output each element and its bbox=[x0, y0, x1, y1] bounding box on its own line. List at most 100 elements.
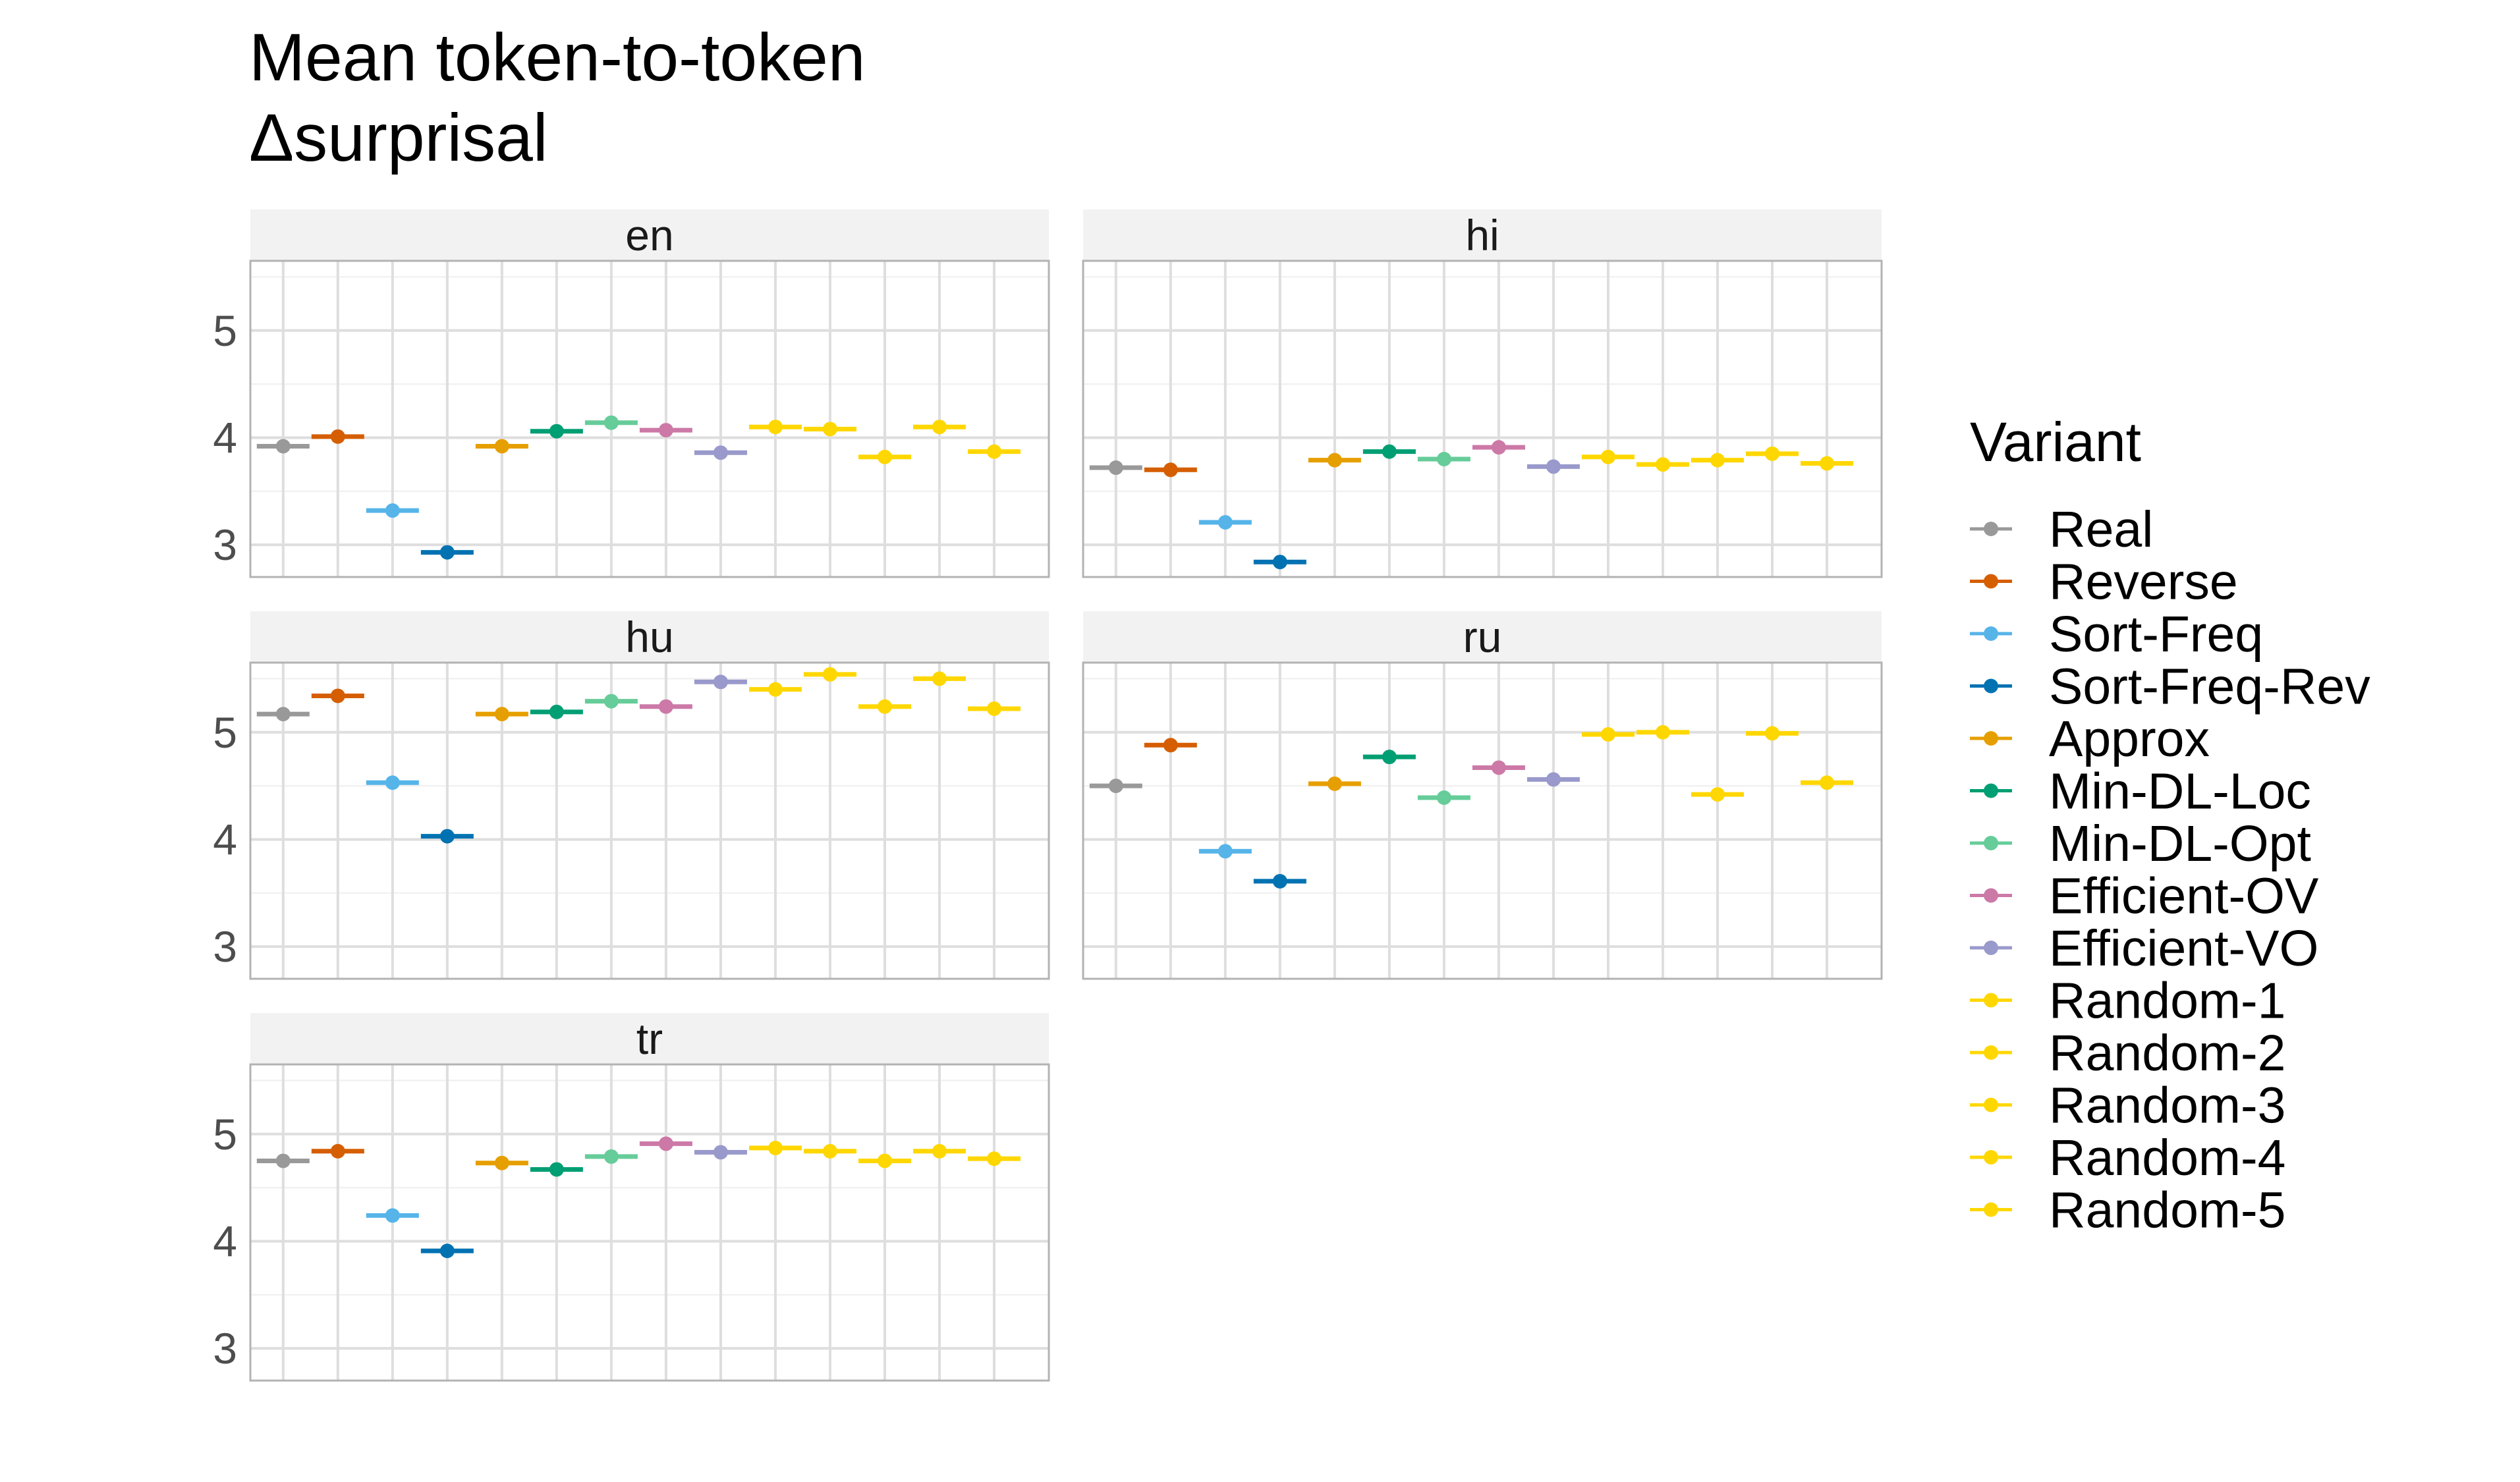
facet-label: hi bbox=[1465, 211, 1499, 260]
point-sort-freq bbox=[385, 503, 400, 518]
point-efficient-vo bbox=[713, 674, 728, 690]
point-approx bbox=[1327, 776, 1342, 791]
point-random-4 bbox=[1764, 446, 1779, 461]
legend-label: Real bbox=[2049, 501, 2153, 558]
point-random-3 bbox=[877, 699, 892, 714]
panel-ru: ru bbox=[1082, 611, 1883, 980]
panel-border bbox=[1082, 260, 1883, 578]
legend-key-point bbox=[1984, 836, 1998, 850]
panel-en: en 3 4 5 bbox=[213, 209, 1050, 578]
facet-label: ru bbox=[1463, 613, 1502, 661]
point-min-dl-opt bbox=[603, 415, 619, 430]
legend-item: Random-1 bbox=[1970, 973, 2286, 1029]
legend-key-point bbox=[1984, 626, 1998, 641]
point-real bbox=[1108, 779, 1123, 794]
point-approx bbox=[1327, 453, 1342, 468]
point-random-4 bbox=[932, 1143, 947, 1159]
facet-panels: en 3 4 5 hi hu 3 4 5 ru tr 3 4 5 bbox=[213, 209, 1883, 1382]
legend-item: Random-4 bbox=[1970, 1130, 2286, 1186]
point-random-5 bbox=[986, 444, 1001, 459]
point-efficient-vo bbox=[1546, 772, 1561, 787]
legend-label: Min-DL-Loc bbox=[2049, 763, 2311, 820]
legend: Variant RealReverseSort-FreqSort-Freq-Rev… bbox=[1970, 411, 2370, 1239]
point-efficient-ov bbox=[658, 423, 673, 438]
point-random-5 bbox=[1819, 456, 1834, 471]
legend-label: Reverse bbox=[2049, 554, 2238, 611]
panel-border bbox=[249, 1063, 1050, 1382]
legend-label: Sort-Freq bbox=[2049, 606, 2263, 663]
legend-item: Sort-Freq-Rev bbox=[1970, 659, 2370, 715]
legend-key-point bbox=[1984, 678, 1998, 694]
y-tick-label: 5 bbox=[213, 306, 237, 355]
panel-hi: hi bbox=[1082, 209, 1883, 578]
point-sort-freq-rev bbox=[439, 1244, 455, 1259]
point-real bbox=[275, 1153, 291, 1168]
point-min-dl-opt bbox=[1436, 452, 1451, 467]
point-sort-freq bbox=[1218, 515, 1233, 530]
legend-label: Min-DL-Opt bbox=[2049, 815, 2311, 872]
legend-item: Efficient-OV bbox=[1970, 868, 2319, 925]
point-random-1 bbox=[768, 682, 783, 697]
legend-key-point bbox=[1984, 1045, 1998, 1060]
point-reverse bbox=[330, 1143, 345, 1159]
panel-background bbox=[250, 1064, 1049, 1381]
y-tick-label: 3 bbox=[213, 1324, 237, 1373]
point-random-2 bbox=[1655, 457, 1670, 472]
legend-label: Random-3 bbox=[2049, 1078, 2286, 1134]
y-tick-label: 3 bbox=[213, 922, 237, 971]
point-min-dl-loc bbox=[1382, 750, 1397, 765]
y-tick-label: 4 bbox=[213, 413, 237, 462]
point-reverse bbox=[330, 429, 345, 444]
point-efficient-ov bbox=[1491, 760, 1506, 775]
point-reverse bbox=[1163, 462, 1178, 478]
point-random-4 bbox=[932, 420, 947, 435]
point-random-3 bbox=[877, 449, 892, 464]
legend-item: Random-2 bbox=[1970, 1025, 2286, 1082]
point-real bbox=[275, 707, 291, 722]
legend-item: Approx bbox=[1970, 711, 2210, 767]
panel-border bbox=[1082, 661, 1883, 980]
legend-key-point bbox=[1984, 1202, 1998, 1217]
facet-label: hu bbox=[625, 613, 673, 661]
y-tick-label: 4 bbox=[213, 815, 237, 864]
point-random-4 bbox=[932, 671, 947, 686]
panel-hu: hu 3 4 5 bbox=[213, 611, 1050, 980]
facet-label: tr bbox=[636, 1014, 663, 1063]
legend-label: Random-2 bbox=[2049, 1025, 2286, 1082]
point-efficient-ov bbox=[658, 1136, 673, 1151]
legend-item: Real bbox=[1970, 501, 2153, 558]
point-random-3 bbox=[877, 1153, 892, 1168]
point-min-dl-loc bbox=[549, 1162, 564, 1177]
point-random-2 bbox=[822, 422, 837, 437]
y-tick-label: 5 bbox=[213, 1110, 237, 1159]
title-line: Δsurprisal bbox=[249, 100, 548, 175]
point-random-3 bbox=[1710, 787, 1725, 802]
point-random-2 bbox=[822, 1143, 837, 1159]
point-min-dl-opt bbox=[1436, 790, 1451, 806]
point-reverse bbox=[1163, 738, 1178, 753]
point-random-3 bbox=[1710, 453, 1725, 468]
facet-strip bbox=[1083, 611, 1882, 663]
legend-item: Random-5 bbox=[1970, 1182, 2286, 1239]
legend-title: Variant bbox=[1970, 411, 2141, 473]
legend-key-point bbox=[1984, 522, 1998, 536]
point-sort-freq bbox=[385, 775, 400, 790]
point-min-dl-opt bbox=[603, 1149, 619, 1164]
legend-key-point bbox=[1984, 888, 1998, 903]
legend-label: Sort-Freq-Rev bbox=[2049, 659, 2370, 715]
legend-item: Sort-Freq bbox=[1970, 606, 2263, 663]
point-random-1 bbox=[768, 420, 783, 435]
point-real bbox=[1108, 460, 1123, 476]
point-min-dl-loc bbox=[549, 424, 564, 439]
point-min-dl-opt bbox=[603, 694, 619, 709]
point-random-5 bbox=[986, 1151, 1001, 1166]
point-min-dl-loc bbox=[1382, 444, 1397, 459]
point-efficient-ov bbox=[658, 699, 673, 714]
legend-key-point bbox=[1984, 993, 1998, 1008]
panel-tr: tr 3 4 5 bbox=[213, 1013, 1050, 1382]
panel-background bbox=[1083, 261, 1882, 577]
facet-strip bbox=[1083, 209, 1882, 261]
facet-label: en bbox=[625, 211, 673, 260]
